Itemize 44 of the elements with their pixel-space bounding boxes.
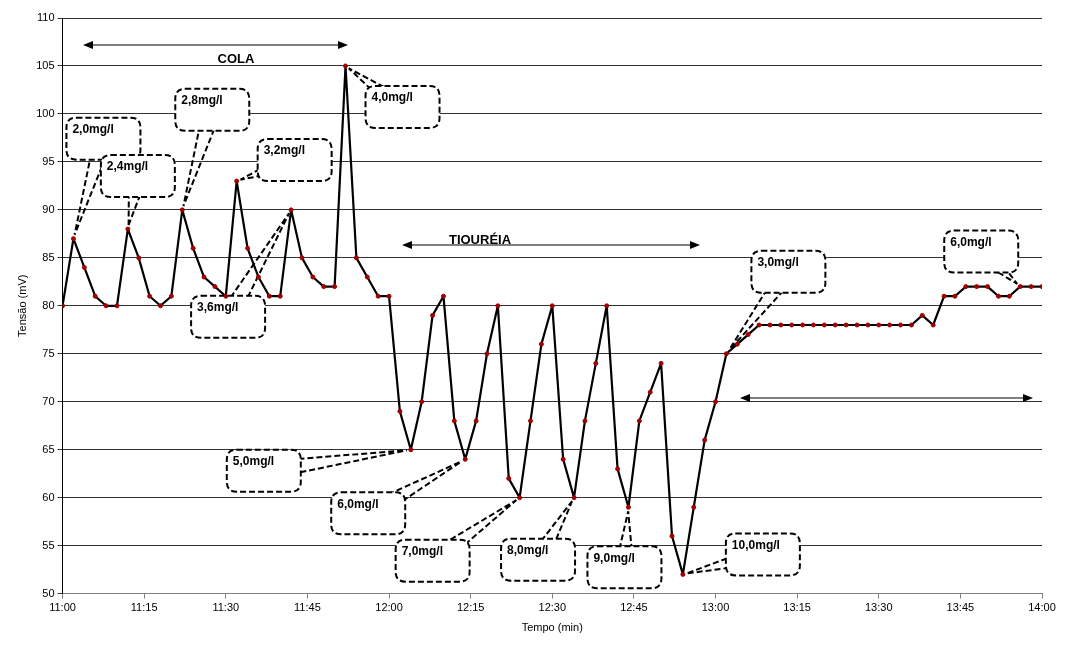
annotation: 5,0mg/l <box>232 454 275 469</box>
annotation: TIOURÉIA <box>448 231 512 247</box>
annotation: 2,0mg/l <box>72 121 114 136</box>
y-tick-label: 55 <box>42 538 55 551</box>
x-tick-label: 12:15 <box>456 601 485 614</box>
annotation: 2,8mg/l <box>181 93 223 108</box>
annotation: 2,4mg/l <box>106 159 149 174</box>
annotation: 4,0mg/l <box>371 90 413 105</box>
x-tick-label: 11:30 <box>212 601 240 614</box>
annotation: 6,0mg/l <box>950 234 992 249</box>
annotation: 8,0mg/l <box>507 542 549 557</box>
y-tick-label: 100 <box>36 106 55 119</box>
annotation: 3,0mg/l <box>757 255 799 270</box>
y-tick-label: 105 <box>36 59 55 71</box>
y-tick-label: 85 <box>42 250 55 263</box>
x-tick-label: 13:45 <box>946 601 975 614</box>
x-tick-label: 11:15 <box>130 601 158 614</box>
y-tick-label: 60 <box>42 490 55 503</box>
annotation: 3,6mg/l <box>197 300 239 315</box>
annotation: 3,2mg/l <box>263 143 306 158</box>
y-tick-label: 80 <box>42 298 55 311</box>
x-tick-label: 12:00 <box>375 601 403 614</box>
x-axis-title: Tempo (min) <box>521 621 583 634</box>
annotation: 10,0mg/l <box>731 537 780 552</box>
x-tick-label: 13:15 <box>783 601 811 614</box>
annotation: 9,0mg/l <box>593 550 635 565</box>
annotation: COLA <box>217 50 256 66</box>
y-tick-label: 110 <box>37 11 55 24</box>
x-tick-label: 13:30 <box>864 601 893 614</box>
y-axis-title: Tensão (mV) <box>15 274 28 337</box>
y-tick-label: 70 <box>42 394 55 407</box>
x-tick-label: 11:45 <box>294 601 321 614</box>
annotation: 7,0mg/l <box>401 543 443 558</box>
x-tick-label: 14:00 <box>1028 601 1056 614</box>
x-tick-label: 12:30 <box>538 601 567 614</box>
y-tick-label: 90 <box>42 202 55 215</box>
y-tick-label: 75 <box>42 346 55 359</box>
annotation: 6,0mg/l <box>337 496 379 511</box>
x-tick-label: 12:45 <box>620 601 648 614</box>
y-tick-label: 50 <box>42 586 55 599</box>
x-tick-label: 11:00 <box>49 601 76 614</box>
y-tick-label: 65 <box>42 442 55 455</box>
x-tick-label: 13:00 <box>701 601 730 614</box>
y-tick-label: 95 <box>42 154 55 167</box>
